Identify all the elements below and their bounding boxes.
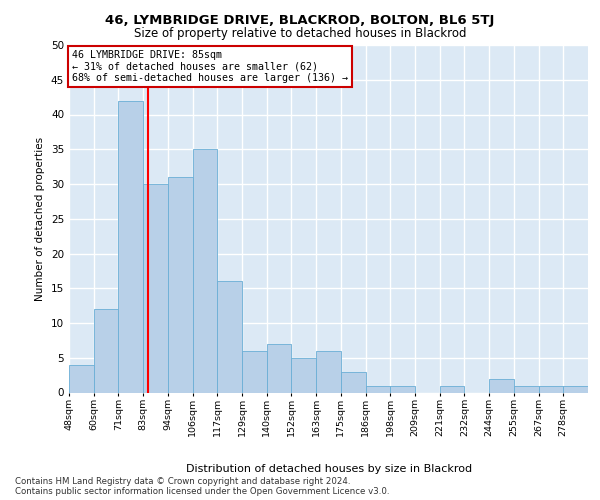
Bar <box>69 364 94 392</box>
Bar <box>365 386 390 392</box>
Bar <box>341 372 365 392</box>
Text: Size of property relative to detached houses in Blackrod: Size of property relative to detached ho… <box>134 28 466 40</box>
Bar <box>118 100 143 393</box>
Bar <box>242 351 267 393</box>
Text: Contains HM Land Registry data © Crown copyright and database right 2024.: Contains HM Land Registry data © Crown c… <box>15 476 350 486</box>
Text: 46 LYMBRIDGE DRIVE: 85sqm
← 31% of detached houses are smaller (62)
68% of semi-: 46 LYMBRIDGE DRIVE: 85sqm ← 31% of detac… <box>71 50 347 84</box>
Bar <box>514 386 539 392</box>
Text: Contains public sector information licensed under the Open Government Licence v3: Contains public sector information licen… <box>15 487 389 496</box>
Bar <box>143 184 168 392</box>
Bar <box>539 386 563 392</box>
Bar <box>267 344 292 393</box>
Bar <box>390 386 415 392</box>
Bar <box>489 378 514 392</box>
Bar <box>292 358 316 392</box>
Text: 46, LYMBRIDGE DRIVE, BLACKROD, BOLTON, BL6 5TJ: 46, LYMBRIDGE DRIVE, BLACKROD, BOLTON, B… <box>106 14 494 27</box>
Bar <box>316 351 341 393</box>
Bar <box>563 386 588 392</box>
Y-axis label: Number of detached properties: Number of detached properties <box>35 136 46 301</box>
Bar <box>440 386 464 392</box>
Bar <box>217 282 242 393</box>
Text: Distribution of detached houses by size in Blackrod: Distribution of detached houses by size … <box>186 464 472 474</box>
Bar <box>168 177 193 392</box>
Bar <box>193 149 217 392</box>
Bar <box>94 309 118 392</box>
